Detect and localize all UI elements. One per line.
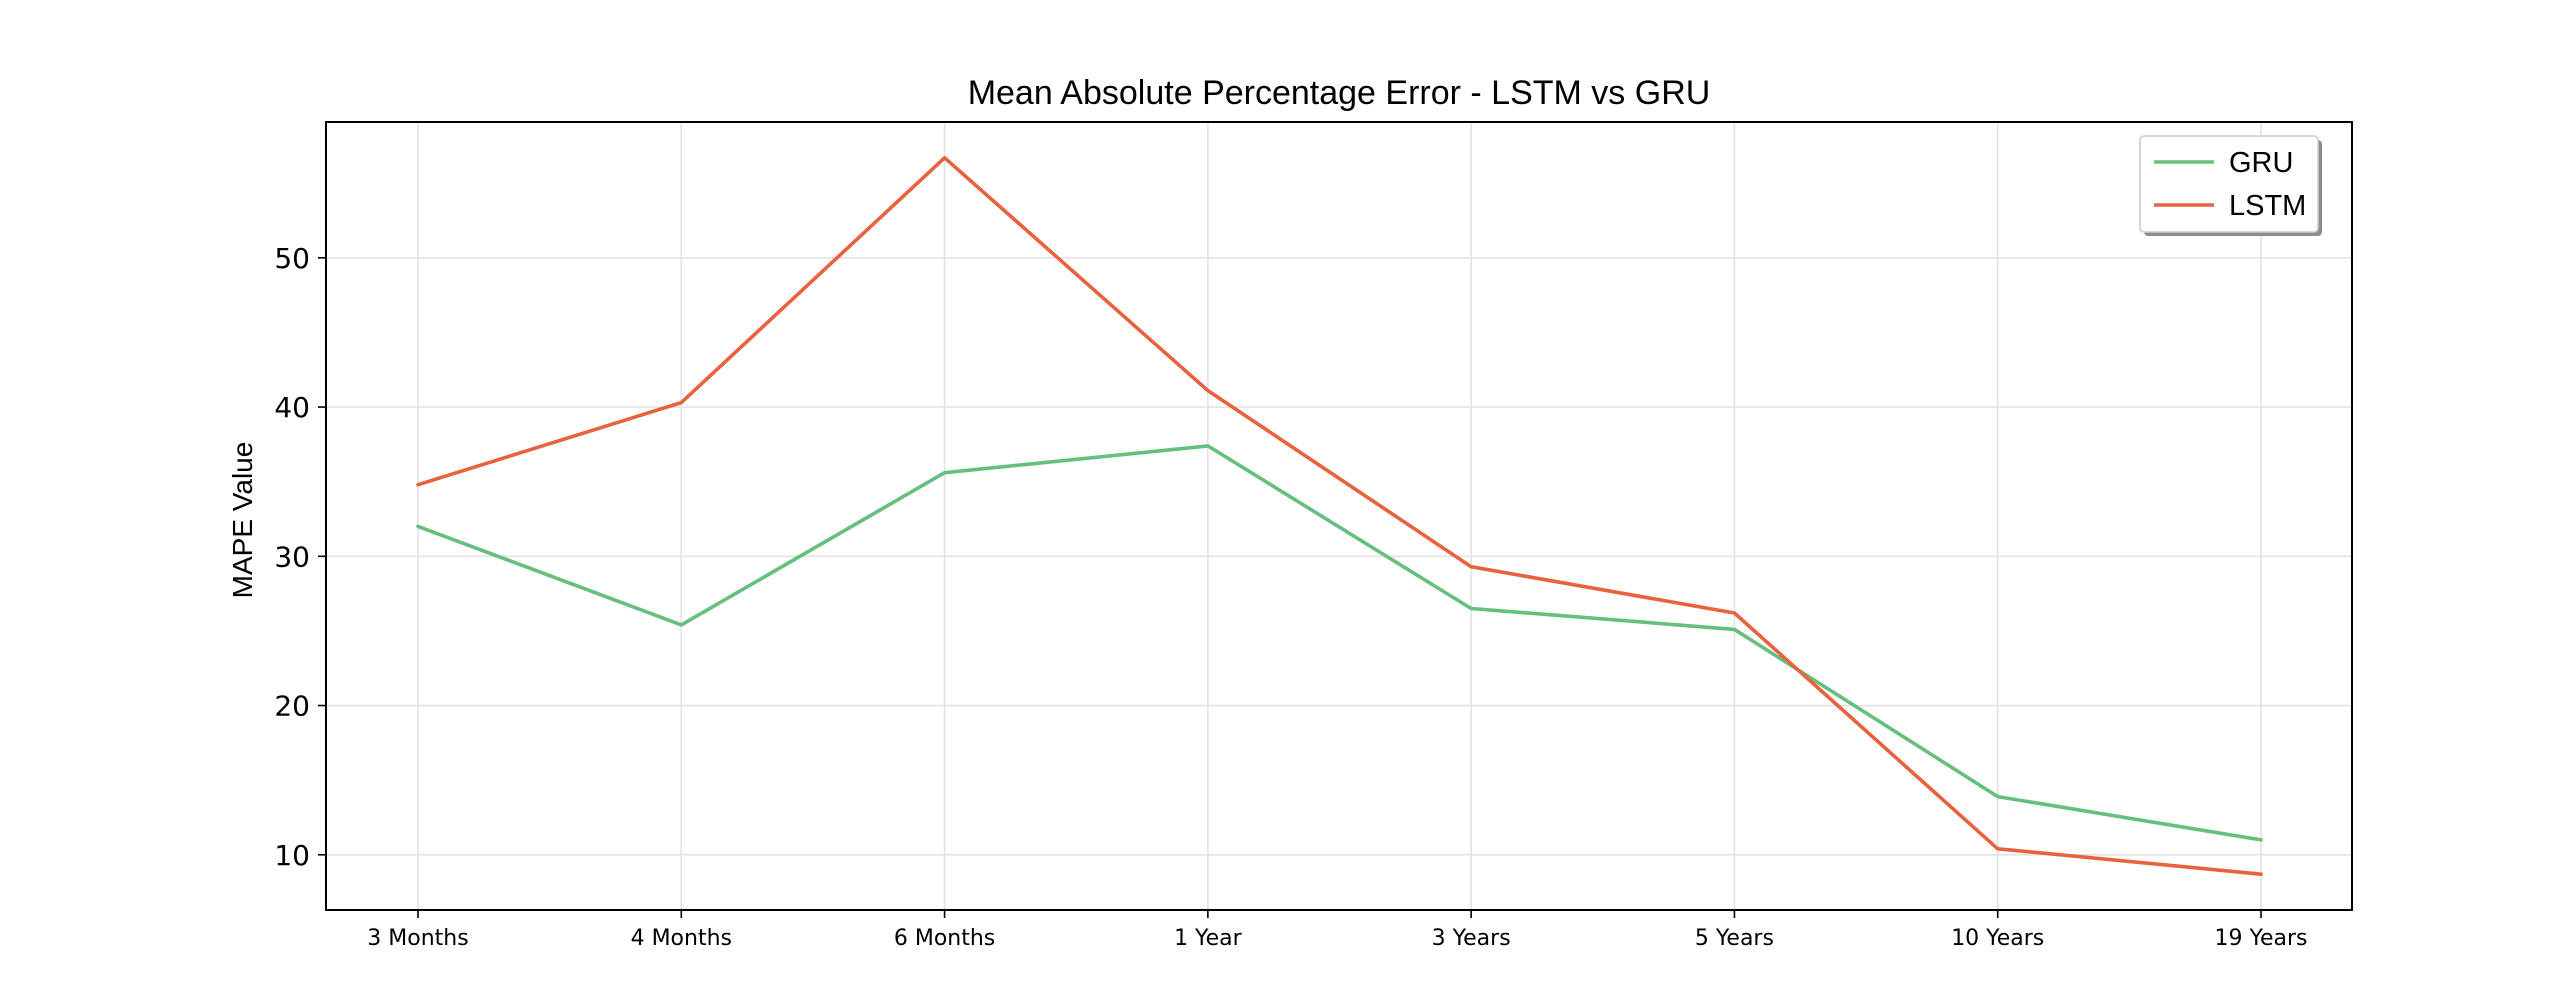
chart-title: Mean Absolute Percentage Error - LSTM vs… (968, 74, 1711, 112)
series-layer (416, 156, 2263, 877)
legend-label-lstm: LSTM (2229, 190, 2306, 222)
y-tick-label: 10 (274, 839, 310, 872)
series-line-lstm (416, 156, 2263, 877)
x-tick-label: 1 Year (1174, 926, 1243, 951)
x-tick-label: 10 Years (1951, 926, 2044, 951)
y-tick-label: 40 (274, 391, 310, 424)
x-tick-label: 3 Months (367, 926, 468, 951)
legend: GRU LSTM (2139, 135, 2322, 236)
x-tick-label: 3 Years (1432, 926, 1511, 951)
plot-frame (325, 121, 2353, 911)
x-tick-label: 19 Years (2214, 926, 2307, 951)
y-axis-label: MAPE Value (227, 442, 258, 599)
x-tick-label: 4 Months (631, 926, 732, 951)
legend-box (2139, 135, 2319, 233)
grid-layer (326, 122, 2352, 910)
legend-label-gru: GRU (2229, 147, 2293, 179)
x-tick-label: 6 Months (894, 926, 995, 951)
y-tick-label: 30 (274, 540, 310, 573)
x-axis-ticks: 3 Months 4 Months 6 Months 1 Year 3 Years 5 Y… (367, 910, 2308, 951)
y-tick-label: 20 (274, 690, 310, 723)
series-line-gru (416, 444, 2263, 842)
y-axis-ticks: 10 20 30 40 50 (274, 242, 326, 872)
x-tick-label: 5 Years (1695, 926, 1774, 951)
y-tick-label: 50 (274, 242, 310, 275)
